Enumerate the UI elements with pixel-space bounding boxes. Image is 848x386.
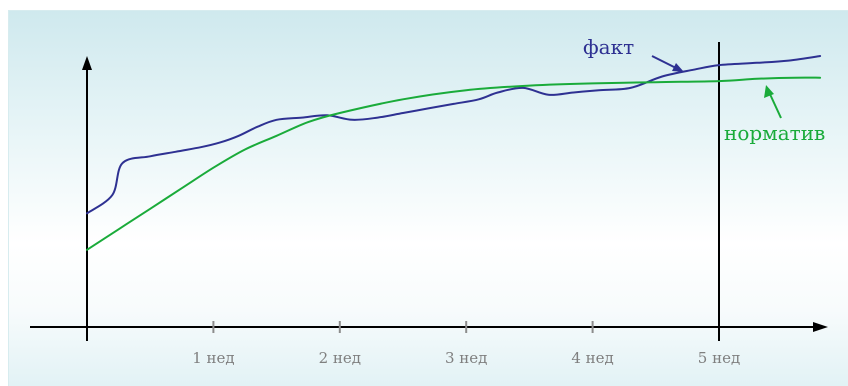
x-tick-label: 5 нед xyxy=(698,349,740,367)
norm-pointer-line xyxy=(768,91,782,119)
fact-pointer-arrowhead xyxy=(672,63,684,72)
norm-pointer-arrowhead xyxy=(764,85,774,98)
series-line-fact xyxy=(86,55,822,215)
y-axis-arrow xyxy=(82,56,92,70)
series-layer xyxy=(86,55,822,251)
series-line-norm xyxy=(86,76,822,251)
x-tick-label: 3 нед xyxy=(445,349,487,367)
series-label-fact: факт xyxy=(583,35,634,59)
labels-layer: 1 нед 2 нед 3 нед 4 нед 5 нед факт норматив xyxy=(192,35,825,367)
x-tick-label: 2 нед xyxy=(319,349,361,367)
x-axis-arrow xyxy=(813,322,828,332)
x-tick-label: 1 нед xyxy=(192,349,234,367)
series-label-norm: норматив xyxy=(724,121,825,145)
axes-layer xyxy=(30,42,828,341)
chart-frame xyxy=(8,10,848,386)
x-tick-label: 4 нед xyxy=(571,349,613,367)
